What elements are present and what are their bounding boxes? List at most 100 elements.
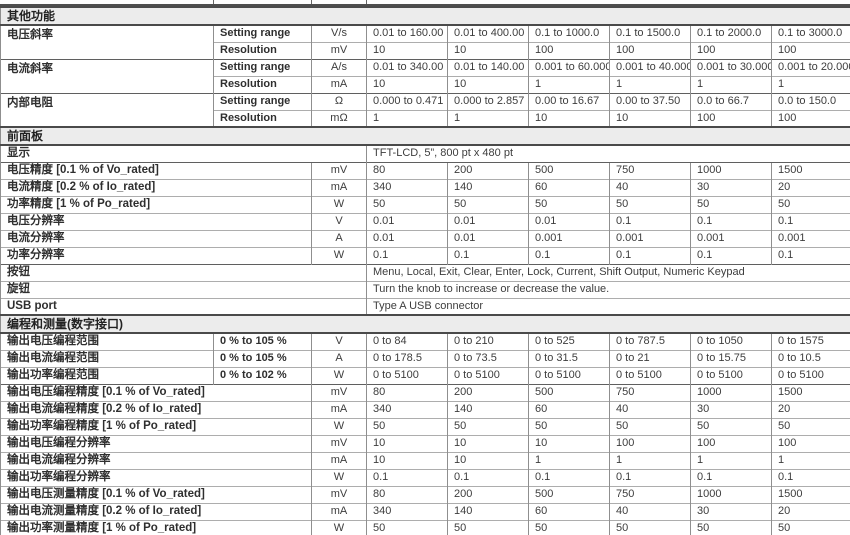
spec-value-cell: 10	[447, 451, 529, 469]
spec-value-cell: 1	[770, 451, 850, 469]
spec-text-value: Turn the knob to increase or decrease th…	[365, 280, 850, 298]
table-row: 输出功率编程精度 [1 % of Po_rated] W 50 50 50 50 50 50	[0, 417, 850, 435]
table-row: 输出电压测量精度 [0.1 % of Vo_rated] mV 80 200 500 75…	[0, 485, 850, 503]
spec-value-cell: 10	[447, 434, 529, 452]
spec-value-cell: 0.01	[447, 212, 529, 230]
cropped-row-fragment	[0, 0, 850, 6]
spec-value-cell: 80	[366, 383, 448, 401]
spec-value-cell: 0.1	[770, 468, 850, 486]
spec-value-cell: 1500	[770, 161, 850, 179]
spec-value-cell: 1500	[770, 383, 850, 401]
spec-value-cell: 80	[366, 485, 448, 503]
spec-value-cell: 0.1	[770, 212, 850, 230]
spec-value-cell: 340	[366, 400, 448, 418]
spec-unit-cell: mV	[311, 161, 367, 179]
spec-value-cell: 0.001	[770, 229, 850, 247]
table-row: 电压分辨率 V 0.01 0.01 0.01 0.1 0.1 0.1	[0, 212, 850, 230]
spec-value-cell: 1	[690, 75, 772, 93]
spec-unit-cell: mΩ	[311, 109, 367, 127]
spec-value-cell: 0.000 to 0.471	[366, 92, 448, 110]
table-row: Resolution mΩ 1 1 10 10 100 100	[1, 109, 850, 127]
spec-row-label: 输出电流测量精度 [0.2 % of Io_rated]	[0, 502, 312, 520]
spec-value-cell: 50	[770, 417, 850, 435]
spec-value-cell: 0 to 5100	[609, 366, 691, 384]
spec-value-cell: 0.01	[447, 229, 529, 247]
spec-value-cell: 100	[770, 41, 850, 59]
column-divider	[366, 0, 367, 4]
spec-subrow-label: Resolution	[213, 109, 312, 127]
spec-value-cell: 10	[528, 109, 610, 127]
spec-value-cell: 0 to 15.75	[690, 349, 772, 367]
spec-unit-cell: mA	[311, 178, 367, 196]
table-row: 功率精度 [1 % of Po_rated] W 50 50 50 50 50 50	[0, 195, 850, 213]
spec-value-cell: 0 to 178.5	[366, 349, 448, 367]
spec-value-cell: 0.1	[447, 468, 529, 486]
spec-row-label: 输出功率编程精度 [1 % of Po_rated]	[0, 417, 312, 435]
table-row: 电流分辨率 A 0.01 0.01 0.001 0.001 0.001 0.001	[0, 229, 850, 247]
spec-value-cell: 50	[528, 195, 610, 213]
spec-unit-cell: V	[311, 212, 367, 230]
spec-value-cell: 10	[447, 75, 529, 93]
table-row: 旋钮 Turn the knob to increase or decrease …	[0, 280, 850, 298]
spec-value-cell: 1	[609, 75, 691, 93]
spec-value-cell: 100	[690, 434, 772, 452]
spec-value-cell: 200	[447, 161, 529, 179]
spec-value-cell: 10	[366, 434, 448, 452]
spec-text-value: TFT-LCD, 5”, 800 pt x 480 pt	[365, 144, 850, 162]
spec-value-cell: 0.001	[609, 229, 691, 247]
spec-value-cell: 0.1	[690, 212, 772, 230]
spec-value-cell: 0.001	[690, 229, 772, 247]
spec-row-label: 输出电压测量精度 [0.1 % of Vo_rated]	[0, 485, 312, 503]
table-row: 输出电流测量精度 [0.2 % of Io_rated] mA 340 140 60 40…	[0, 502, 850, 520]
spec-value-cell: 1	[447, 109, 529, 127]
spec-value-cell: 200	[447, 383, 529, 401]
spec-row-label: 电压分辨率	[0, 212, 312, 230]
spec-value-cell: 30	[690, 502, 772, 520]
spec-value-cell: 0 to 10.5	[770, 349, 850, 367]
spec-value-cell: 0 to 5100	[366, 366, 448, 384]
spec-value-cell: 0.1	[609, 212, 691, 230]
spec-row-label: 输出电压编程精度 [0.1 % of Vo_rated]	[0, 383, 312, 401]
table-row: 输出电流编程精度 [0.2 % of Io_rated] mA 340 140 60 40…	[0, 400, 850, 418]
spec-row-label: 输出电流编程范围	[0, 349, 214, 367]
spec-unit-cell: mV	[311, 485, 367, 503]
spec-value-cell: 100	[609, 41, 691, 59]
table-row: 按钮 Menu, Local, Exit, Clear, Enter, Lock,…	[0, 263, 850, 281]
table-row: Resolution mV 10 10 100 100 100 100	[1, 41, 850, 59]
spec-value-cell: 0 to 5100	[528, 366, 610, 384]
spec-value-cell: 0 to 5100	[690, 366, 772, 384]
spec-value-cell: 0.001 to 60.000	[528, 58, 610, 76]
spec-value-cell: 40	[609, 178, 691, 196]
spec-value-cell: 0 to 1575	[770, 332, 850, 350]
spec-value-cell: 50	[528, 417, 610, 435]
spec-value-cell: 50	[609, 417, 691, 435]
spec-value-cell: 1	[690, 451, 772, 469]
spec-unit-cell: mA	[311, 400, 367, 418]
table-row: USB port Type A USB connector	[0, 297, 850, 315]
spec-value-cell: 140	[447, 502, 529, 520]
spec-value-cell: 0.1	[366, 246, 448, 264]
spec-value-cell: 0.1	[528, 246, 610, 264]
spec-value-cell: 0.1 to 3000.0	[770, 24, 850, 42]
spec-value-cell: 0.01	[366, 229, 448, 247]
spec-value-cell: 0.1	[690, 468, 772, 486]
spec-value-cell: 500	[528, 161, 610, 179]
spec-row-label: 输出功率测量精度 [1 % of Po_rated]	[0, 519, 312, 535]
spec-value-cell: 0.1 to 1000.0	[528, 24, 610, 42]
table-row: 输出电流编程分辨率 mA 10 10 1 1 1 1	[0, 451, 850, 469]
spec-value-cell: 30	[690, 178, 772, 196]
spec-value-cell: 50	[770, 519, 850, 535]
spec-value-cell: 10	[366, 451, 448, 469]
spec-value-cell: 0 to 5100	[447, 366, 529, 384]
spec-value-cell: 340	[366, 502, 448, 520]
spec-value-cell: 0.01 to 400.00	[447, 24, 529, 42]
spec-group-label: 电流斜率	[0, 58, 214, 93]
spec-value-cell: 1	[770, 75, 850, 93]
spec-value-cell: 0.1	[690, 246, 772, 264]
spec-value-cell: 0 to 21	[609, 349, 691, 367]
spec-unit-cell: mA	[311, 75, 367, 93]
table-row: 输出电压编程分辨率 mV 10 10 10 100 100 100	[0, 434, 850, 452]
spec-value-cell: 1000	[690, 161, 772, 179]
spec-value-cell: 10	[366, 75, 448, 93]
spec-value-cell: 100	[690, 41, 772, 59]
